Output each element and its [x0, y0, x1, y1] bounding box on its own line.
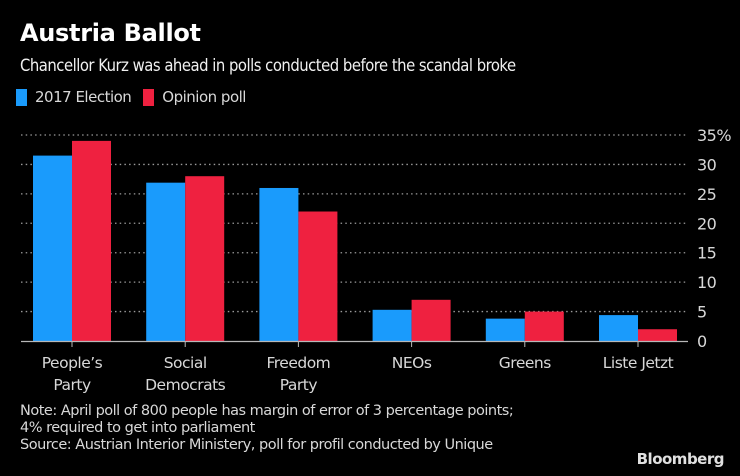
x-tick-label-line: Party: [53, 376, 91, 394]
y-tick-label: 35%: [697, 126, 731, 145]
bar-opinion-poll-greens: [524, 311, 564, 341]
legend-item-opinion-poll: Opinion poll: [143, 88, 246, 106]
x-tick-label-people-s-party: People’s Party: [12, 352, 132, 396]
x-tick-label-line: Party: [279, 376, 318, 394]
y-tick-label: 10: [697, 273, 717, 292]
x-tick-label-line: NEOs: [391, 354, 432, 372]
y-tick-label: 30: [697, 155, 717, 174]
x-tick-label-line: Social: [163, 354, 207, 372]
chart-notes: Note: April poll of 800 people has margi…: [20, 403, 514, 454]
legend-swatch-2017-election: [16, 88, 27, 106]
chart-title: Austria Ballot: [20, 19, 201, 47]
bar-2017-election-neos: [372, 309, 412, 341]
note-line: 4% required to get into parliament: [20, 420, 255, 436]
bar-opinion-poll-social-democrats: [185, 176, 225, 341]
y-tick-label: 20: [697, 214, 717, 233]
chart-subtitle: Chancellor Kurz was ahead in polls condu…: [20, 56, 516, 75]
x-tick-label-line: Freedom: [266, 354, 331, 372]
note-line: Note: April poll of 800 people has margi…: [20, 403, 514, 419]
x-tick-label-line: Democrats: [145, 376, 226, 394]
gridlines: [21, 134, 688, 313]
y-tick-label: 15: [697, 244, 716, 263]
legend-label: 2017 Election: [35, 88, 132, 106]
bar-opinion-poll-liste-jetzt: [638, 329, 677, 341]
x-tick-label-freedom-party: Freedom Party: [238, 352, 358, 396]
bar-2017-election-freedom-party: [259, 187, 299, 341]
bar-2017-election-social-democrats: [146, 182, 186, 341]
bar-opinion-poll-neos: [411, 299, 451, 341]
legend-label: Opinion poll: [162, 88, 246, 106]
y-tick-label: 25: [697, 185, 716, 204]
bar-2017-election-liste-jetzt: [599, 315, 638, 341]
legend-swatch-opinion-poll: [143, 88, 155, 106]
legend: 2017 Election Opinion poll: [16, 88, 258, 106]
legend-item-2017-election: 2017 Election: [16, 88, 132, 106]
source-line: Source: Austrian Interior Ministery, pol…: [20, 437, 493, 453]
bloomberg-logo: Bloomberg: [636, 450, 725, 468]
x-tick-label-social-democrats: Social Democrats: [125, 352, 245, 396]
x-axis: [21, 340, 688, 347]
y-tick-label: 5: [697, 303, 707, 322]
x-tick-label-line: Greens: [498, 354, 552, 372]
x-tick-label-line: Liste Jetzt: [602, 354, 674, 372]
bar-2017-election-greens: [485, 318, 525, 341]
x-tick-label-liste-jetzt: Liste Jetzt: [578, 352, 698, 374]
y-tick-label: 0: [697, 332, 707, 351]
bar-2017-election-people-s-party: [33, 155, 72, 341]
bar-opinion-poll-people-s-party: [72, 140, 111, 341]
x-tick-label-line: People’s: [41, 354, 103, 372]
x-tick-label-greens: Greens: [465, 352, 585, 374]
bars: [33, 140, 677, 341]
bar-opinion-poll-freedom-party: [298, 211, 338, 341]
y-axis-tick-labels: 0 5 10 15 20 25 30 35%: [697, 126, 732, 351]
x-tick-label-neos: NEOs: [352, 352, 472, 374]
